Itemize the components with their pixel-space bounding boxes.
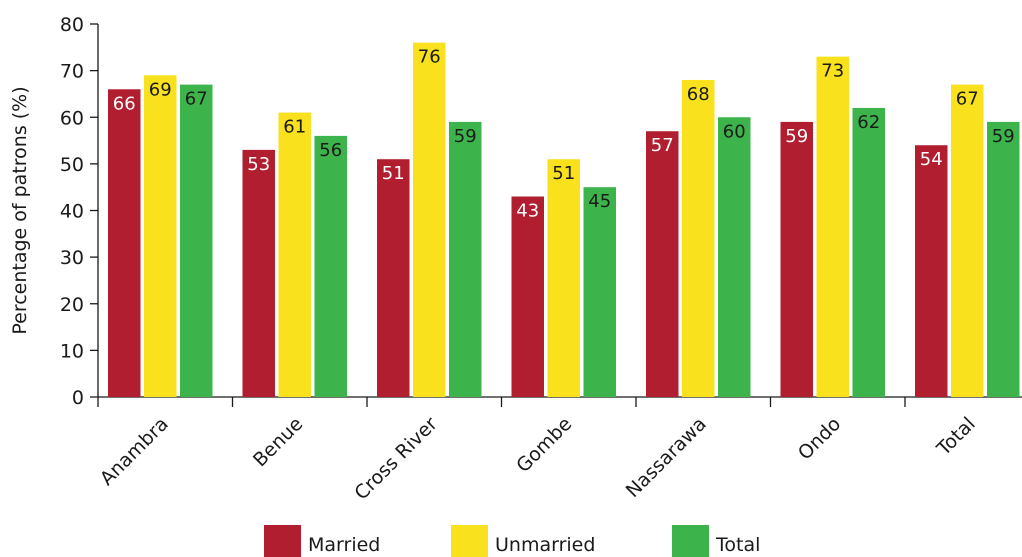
data-label: 51 [552, 163, 575, 184]
legend-swatch [672, 525, 709, 557]
bar [547, 159, 580, 397]
bar [682, 79, 715, 397]
data-labels: 66 69 67 53 61 56 51 76 59 43 51 45 57 68 60 59 73 62 54 67… [113, 47, 1015, 222]
data-label: 68 [687, 84, 710, 105]
bar [646, 131, 679, 398]
x-axis: Anambra Benue Cross River Gombe Nassarawa Ond… [96, 396, 1022, 505]
x-tick-label: Anambra [96, 413, 173, 490]
legend: Married Unmarried Total [264, 525, 760, 557]
x-tick-label: Nassarawa [622, 413, 711, 502]
legend-label: Married [308, 534, 380, 556]
data-label: 57 [651, 135, 674, 156]
bar [449, 121, 482, 397]
bar [144, 75, 177, 397]
x-tick-label: Ondo [794, 413, 845, 464]
y-tick-label: 80 [60, 14, 84, 36]
legend-swatch [451, 525, 488, 557]
bar [987, 121, 1020, 397]
bar [780, 121, 813, 397]
bar [180, 84, 213, 398]
bar [852, 107, 885, 398]
data-label: 59 [785, 126, 808, 147]
data-label: 76 [418, 47, 441, 68]
bar [816, 56, 849, 397]
data-label: 69 [149, 79, 172, 100]
bar [242, 149, 275, 397]
data-label: 43 [516, 201, 539, 222]
data-label: 60 [723, 121, 746, 142]
data-label: 67 [185, 89, 208, 110]
y-tick-label: 60 [60, 107, 84, 129]
y-tick-label: 10 [60, 340, 84, 362]
data-label: 54 [920, 149, 943, 170]
data-label: 61 [283, 117, 306, 138]
y-axis: 0 10 20 30 40 50 60 70 80 [60, 14, 99, 409]
bar [718, 117, 751, 397]
y-tick-label: 50 [60, 154, 84, 176]
x-tick-label: Cross River [350, 413, 442, 505]
bar [377, 159, 410, 397]
legend-swatch [264, 525, 301, 557]
bar [951, 84, 984, 398]
data-label: 66 [113, 93, 136, 114]
bar [314, 135, 347, 397]
bars [108, 42, 1020, 398]
x-tick-label: Gombe [512, 413, 576, 477]
data-label: 53 [247, 154, 270, 175]
bar [413, 42, 446, 398]
y-axis-title: Percentage of patrons (%) [9, 86, 31, 334]
y-tick-label: 70 [60, 61, 84, 83]
data-label: 62 [857, 112, 880, 133]
data-label: 67 [956, 89, 979, 110]
data-label: 59 [992, 126, 1015, 147]
bar [108, 89, 141, 398]
x-tick-label: Total [932, 413, 980, 461]
data-label: 56 [319, 140, 342, 161]
y-tick-label: 0 [72, 387, 84, 409]
bar [278, 112, 311, 398]
data-label: 45 [588, 191, 611, 212]
data-label: 59 [454, 126, 477, 147]
y-tick-label: 40 [60, 201, 84, 223]
bar [583, 187, 616, 397]
legend-label: Total [715, 534, 760, 556]
legend-label: Unmarried [495, 534, 595, 556]
x-tick-label: Benue [249, 413, 307, 471]
data-label: 51 [382, 163, 405, 184]
data-label: 73 [821, 61, 844, 82]
y-tick-label: 20 [60, 294, 84, 316]
y-tick-label: 30 [60, 247, 84, 269]
bar [915, 145, 948, 397]
bar [511, 196, 544, 397]
